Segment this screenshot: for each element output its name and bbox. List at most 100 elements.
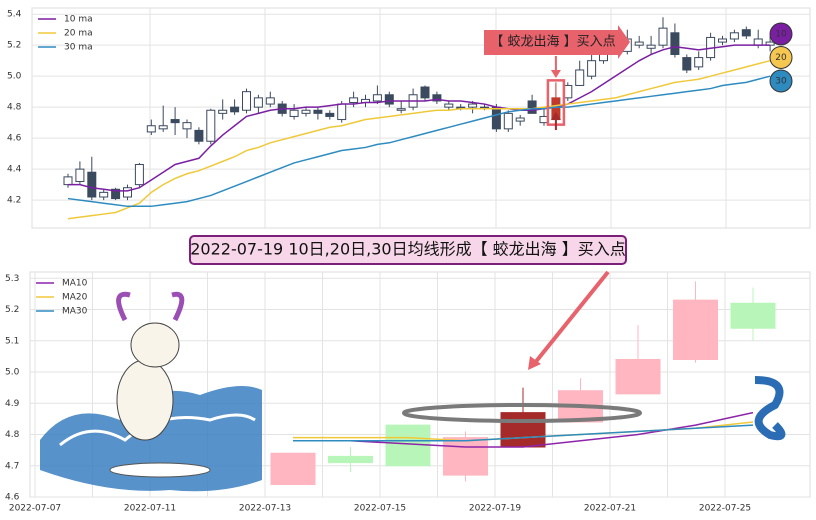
ma-line (293, 424, 754, 442)
badge-label: 10 (775, 30, 787, 40)
candle-body (634, 41, 644, 46)
candle-body (325, 112, 335, 117)
candle-body (615, 359, 661, 395)
candle-body (753, 38, 763, 46)
ma-line (293, 411, 754, 448)
legend-label: MA20 (62, 293, 88, 303)
y-tick-label: 4.4 (7, 165, 22, 175)
candle-body (194, 129, 204, 142)
annotation-box (484, 25, 630, 59)
candle-body (146, 125, 156, 133)
candle-body (385, 424, 431, 467)
candle-body (313, 109, 323, 114)
y-tick-label: 5.2 (5, 305, 19, 315)
candle-body (123, 187, 132, 198)
candle-body (206, 109, 216, 142)
candle-body (337, 103, 347, 121)
candle-body (444, 103, 454, 108)
highlight-ellipse (402, 403, 642, 423)
y-tick-label: 5.0 (7, 72, 22, 82)
candle-body (265, 97, 275, 105)
y-tick-label: 5.3 (5, 274, 19, 284)
candle-body (158, 125, 168, 130)
candle-body (443, 437, 488, 476)
x-tick-label: 2022-07-21 (584, 504, 636, 514)
candle-body (503, 112, 513, 130)
legend-label: 20 ma (64, 29, 93, 39)
badge (769, 69, 793, 93)
candle-body (515, 117, 525, 122)
badge (769, 22, 793, 46)
x-tick-label: 2022-07-13 (239, 504, 291, 514)
annotation-arrow-head (550, 70, 561, 78)
y-tick-label: 4.8 (5, 430, 20, 440)
title-box (189, 235, 627, 265)
candle-body (432, 94, 442, 102)
candle-body (396, 108, 406, 111)
dog (116, 359, 174, 441)
candle-body (253, 97, 263, 108)
annotation: 【 蛟龙出海 】买入点 (490, 35, 615, 50)
dog-head (130, 322, 180, 368)
candle-body (289, 109, 299, 117)
pointer-arrow-head (528, 356, 541, 370)
candle-body (730, 302, 776, 329)
x-tick-label: 2022-07-19 (469, 504, 522, 514)
candle-body (500, 412, 546, 448)
ma-line (68, 44, 771, 192)
y-tick-label: 4.2 (7, 196, 21, 206)
candle-body (682, 57, 692, 71)
pointer-arrow (532, 270, 610, 366)
candle-body (587, 60, 597, 77)
y-tick-label: 4.7 (5, 461, 19, 471)
candle-body (741, 29, 751, 37)
ma-line (67, 59, 771, 220)
legend-label: 30 ma (64, 43, 93, 53)
x-tick-label: 2022-07-07 (9, 504, 61, 514)
candle-body (729, 32, 739, 40)
dragon (754, 376, 786, 441)
candle-body (384, 94, 394, 105)
candle-body (575, 69, 585, 86)
candle-body (658, 27, 668, 46)
surfboard (109, 462, 211, 478)
candle-body (349, 97, 359, 104)
candle-body (218, 109, 228, 114)
x-tick-label: 2022-07-25 (699, 504, 751, 514)
badge-label: 20 (775, 53, 787, 63)
candle-body (694, 57, 704, 68)
y-tick-label: 5.4 (7, 10, 22, 20)
candle-body (372, 94, 382, 102)
y-tick-label: 5.0 (5, 368, 20, 378)
candle-body (420, 86, 430, 99)
candle-body (270, 452, 316, 485)
candle-body (491, 106, 501, 130)
ma-line (67, 75, 771, 208)
candle-body (328, 455, 373, 464)
x-tick-label: 2022-07-15 (354, 504, 406, 514)
candle-body (75, 168, 85, 183)
candle-body (301, 109, 311, 114)
candle-body (230, 106, 240, 113)
badge-label: 30 (775, 77, 787, 87)
candle-body (527, 100, 537, 114)
candle-body (718, 38, 727, 43)
candle-body (646, 44, 656, 49)
candle-body (242, 91, 251, 111)
candle-body (111, 188, 121, 200)
candle-body (63, 176, 73, 186)
dog-horns (116, 291, 185, 322)
y-tick-label: 5.1 (5, 336, 19, 346)
candle-body (134, 163, 144, 186)
legend-label: MA30 (62, 307, 88, 317)
candle-body (87, 171, 97, 198)
top-panel (31, 7, 811, 229)
y-tick-label: 5.2 (7, 41, 21, 51)
candle-body (673, 299, 718, 360)
y-tick-label: 4.9 (5, 399, 20, 409)
candle-body (170, 119, 180, 124)
up-arrow-head (550, 112, 561, 120)
candle-body (182, 122, 192, 130)
badge (769, 46, 793, 69)
